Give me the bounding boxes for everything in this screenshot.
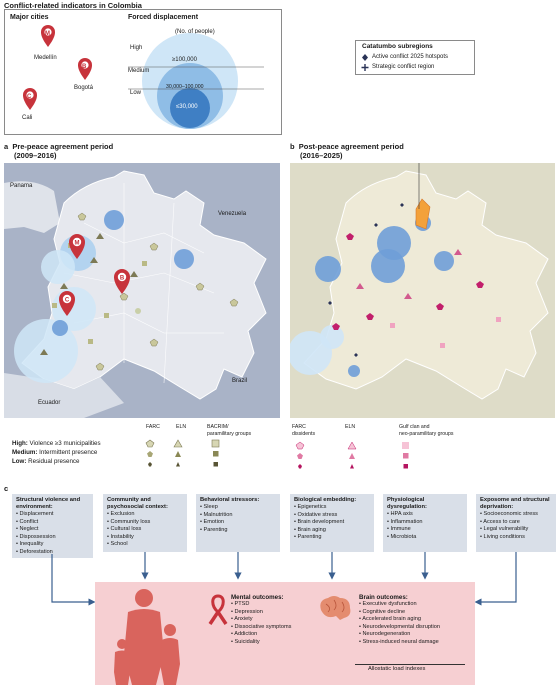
map-a-pin-bogota-icon: B	[114, 269, 130, 294]
level-low: Low	[130, 90, 142, 96]
level-medium: Medium	[128, 68, 150, 74]
catatumbo-title: Catatumbo subregions	[362, 43, 433, 50]
box-exposome: Exposome and structural deprivation: • S…	[476, 494, 556, 552]
legend-box	[4, 9, 282, 135]
box-biological: Biological embedding: • Epigenetics • Ox…	[290, 494, 374, 552]
symbol-legend-b	[295, 441, 409, 469]
map-panel-a: M B C	[4, 163, 280, 418]
presence-legend: High: Violence ≥3 municipalities Medium:…	[12, 440, 101, 465]
map-panel-b	[290, 163, 555, 418]
pin-b-letter: B	[82, 64, 87, 70]
pin-bogota-icon	[78, 58, 92, 80]
city-cali: Cali	[22, 115, 33, 121]
symbol-legend-a	[145, 439, 220, 467]
figure-title: Conflict-related indicators in Colombia	[4, 1, 142, 10]
map-a-pin-medellin-icon: M	[69, 234, 85, 259]
panel-b-title: b Post-peace agreement period	[290, 142, 404, 151]
range-medium: 30,000–100,000	[166, 84, 204, 90]
group-farc-a: FARC	[146, 424, 160, 430]
box-physiological: Physiological dysregulation: • HPA axis …	[383, 494, 467, 552]
panel-a-subtitle: (2009–2016)	[14, 151, 57, 160]
displacement-unit: (No. of people)	[175, 29, 215, 35]
range-high: ≥100,000	[172, 57, 197, 63]
label-venezuela: Venezuela	[218, 211, 247, 217]
allostatic-label: Allostatic load indexes	[368, 666, 426, 672]
svg-text:B: B	[120, 275, 125, 281]
group-eln-b: ELN	[345, 424, 356, 430]
pin-c-letter: C	[27, 94, 32, 100]
brain-outcomes: Brain outcomes: • Executive dysfunction …	[359, 594, 440, 645]
allostatic-divider	[355, 664, 465, 665]
catatumbo-markers	[361, 54, 369, 71]
catatumbo-item-2: Strategic conflict region	[372, 64, 435, 70]
mental-outcomes: Mental outcomes: • PTSD • Depression • A…	[231, 594, 292, 645]
map-a-pin-cali-icon: C	[59, 291, 75, 316]
label-brazil: Brazil	[232, 378, 248, 384]
label-panama: Panama	[10, 183, 33, 189]
brain-icon	[320, 596, 351, 620]
legend-graphics	[23, 25, 264, 129]
flow-arrows	[51, 552, 517, 606]
svg-text:C: C	[65, 297, 70, 303]
pin-medellin-icon	[41, 25, 55, 47]
panel-c-letter: c	[4, 484, 9, 493]
label-ecuador: Ecuador	[38, 400, 61, 406]
displacement-title: Forced displacement	[128, 14, 199, 21]
group-paramilitary-a: paramilitary groups	[207, 431, 252, 437]
displacement-low-circle	[170, 88, 210, 128]
svg-text:M: M	[75, 240, 80, 246]
catatumbo-legend	[355, 40, 475, 75]
group-gulf-b: Gulf clan and	[399, 424, 430, 430]
range-low: ≤30,000	[176, 104, 198, 110]
city-medellin: Medellín	[34, 55, 57, 61]
major-cities-title: Major cities	[10, 14, 49, 21]
diamond-icon	[362, 54, 368, 61]
group-dissidents-b: dissidents	[292, 431, 316, 437]
group-farc-b: FARC	[292, 424, 306, 430]
ribbon-icon	[208, 594, 228, 625]
panel-b-subtitle: (2016–2025)	[300, 151, 343, 160]
box-structural: Structural violence and environment: • D…	[12, 494, 93, 558]
cross-icon	[361, 64, 369, 71]
catatumbo-item-1: Active conflict 2025 hotspots	[372, 54, 449, 60]
group-neo-b: neo-paramilitary groups	[399, 431, 454, 437]
box-community: Community and psychosocial context: • Ex…	[103, 494, 187, 552]
city-bogota: Bogotá	[74, 85, 94, 91]
family-silhouette-icon	[114, 589, 180, 685]
group-eln-a: ELN	[176, 424, 187, 430]
panel-a-title: a Pre-peace agreement period	[4, 142, 114, 151]
level-high: High	[130, 45, 143, 51]
pin-cali-icon	[23, 88, 37, 110]
pin-m-letter: M	[45, 31, 50, 37]
box-behavioral: Behavioral stressors: • Sleep • Malnutri…	[196, 494, 280, 552]
group-bacrim-a: BACRIM/	[207, 424, 229, 430]
